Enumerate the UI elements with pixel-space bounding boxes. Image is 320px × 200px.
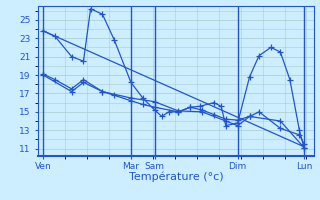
X-axis label: Température (°c): Température (°c) (129, 172, 223, 182)
